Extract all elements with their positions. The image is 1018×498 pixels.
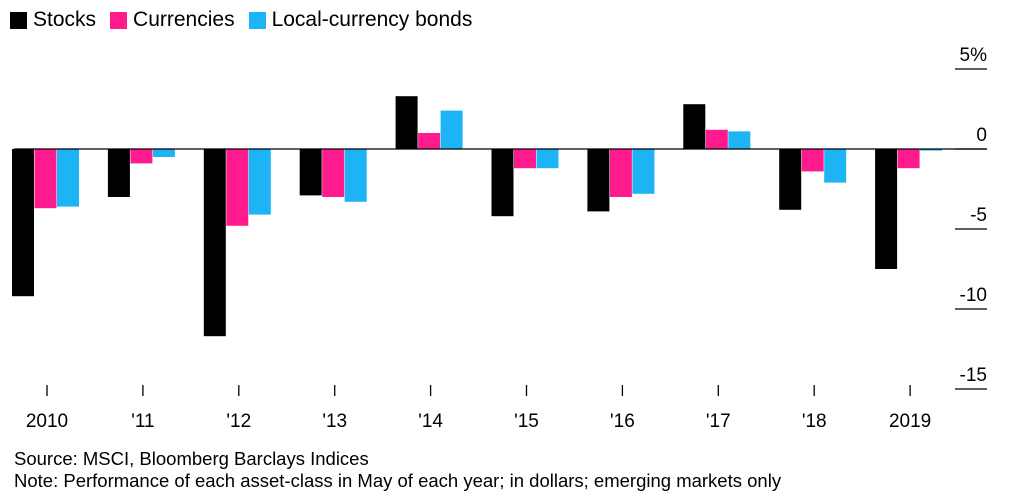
legend-item: Currencies xyxy=(110,8,235,32)
legend-label: Currencies xyxy=(133,8,235,31)
bar xyxy=(152,149,175,157)
bar-chart: 5% 0 -5 -10 -15 2010 '11 '12 '13 '14 '15 '16 '17 '18 2… xyxy=(12,45,988,432)
bar xyxy=(632,149,655,194)
bar xyxy=(536,149,559,169)
legend-item: Local-currency bonds xyxy=(248,8,473,32)
legend-label: Stocks xyxy=(33,8,97,31)
x-tick-label: '12 xyxy=(226,411,251,432)
bar xyxy=(34,149,57,209)
y-tick-label: -10 xyxy=(960,285,987,306)
footer: Source: MSCI, Bloomberg Barclays Indices… xyxy=(14,448,781,492)
bar xyxy=(683,104,706,149)
bar xyxy=(107,149,130,197)
y-tick-label: 0 xyxy=(976,125,987,146)
bar xyxy=(248,149,271,215)
bar xyxy=(57,149,79,207)
x-tick-label: '18 xyxy=(802,411,827,432)
bar xyxy=(395,96,418,149)
bar xyxy=(203,149,226,337)
bar xyxy=(728,131,751,149)
y-tick-label: -15 xyxy=(960,365,987,386)
x-tick-label: '16 xyxy=(610,411,635,432)
bar xyxy=(875,149,898,269)
bar xyxy=(299,149,322,196)
bar xyxy=(779,149,802,210)
x-tick-label: '11 xyxy=(131,411,154,432)
x-tick-label: 2010 xyxy=(26,411,68,432)
y-tick-label: -5 xyxy=(970,205,987,226)
x-tick-label: '15 xyxy=(514,411,539,432)
x-tick-label: '17 xyxy=(706,411,731,432)
bar xyxy=(130,149,153,164)
legend: Stocks Currencies Local-currency bonds xyxy=(10,8,486,32)
bar xyxy=(920,149,943,151)
legend-swatch xyxy=(10,11,27,29)
bar xyxy=(322,149,345,197)
bar xyxy=(12,149,34,297)
bar xyxy=(440,110,463,149)
legend-swatch xyxy=(248,11,266,29)
x-tick-label: '13 xyxy=(322,411,347,432)
bar xyxy=(491,149,514,217)
legend-item: Stocks xyxy=(10,8,96,32)
bar xyxy=(824,149,847,183)
bar xyxy=(344,149,367,202)
x-tick-label: 2019 xyxy=(889,411,931,432)
bar xyxy=(514,149,536,169)
methodology-note: Note: Performance of each asset-class in… xyxy=(14,470,782,491)
bar xyxy=(609,149,632,197)
y-tick-label: 5% xyxy=(960,45,988,66)
bar xyxy=(897,149,920,169)
x-tick-label: '14 xyxy=(418,411,443,432)
legend-swatch xyxy=(110,11,128,29)
bar xyxy=(705,129,728,149)
bar xyxy=(226,149,249,226)
legend-label: Local-currency bonds xyxy=(271,8,473,31)
source-note: Source: MSCI, Bloomberg Barclays Indices xyxy=(14,448,369,469)
bar xyxy=(587,149,610,212)
bar xyxy=(418,133,441,149)
bar xyxy=(801,149,824,172)
